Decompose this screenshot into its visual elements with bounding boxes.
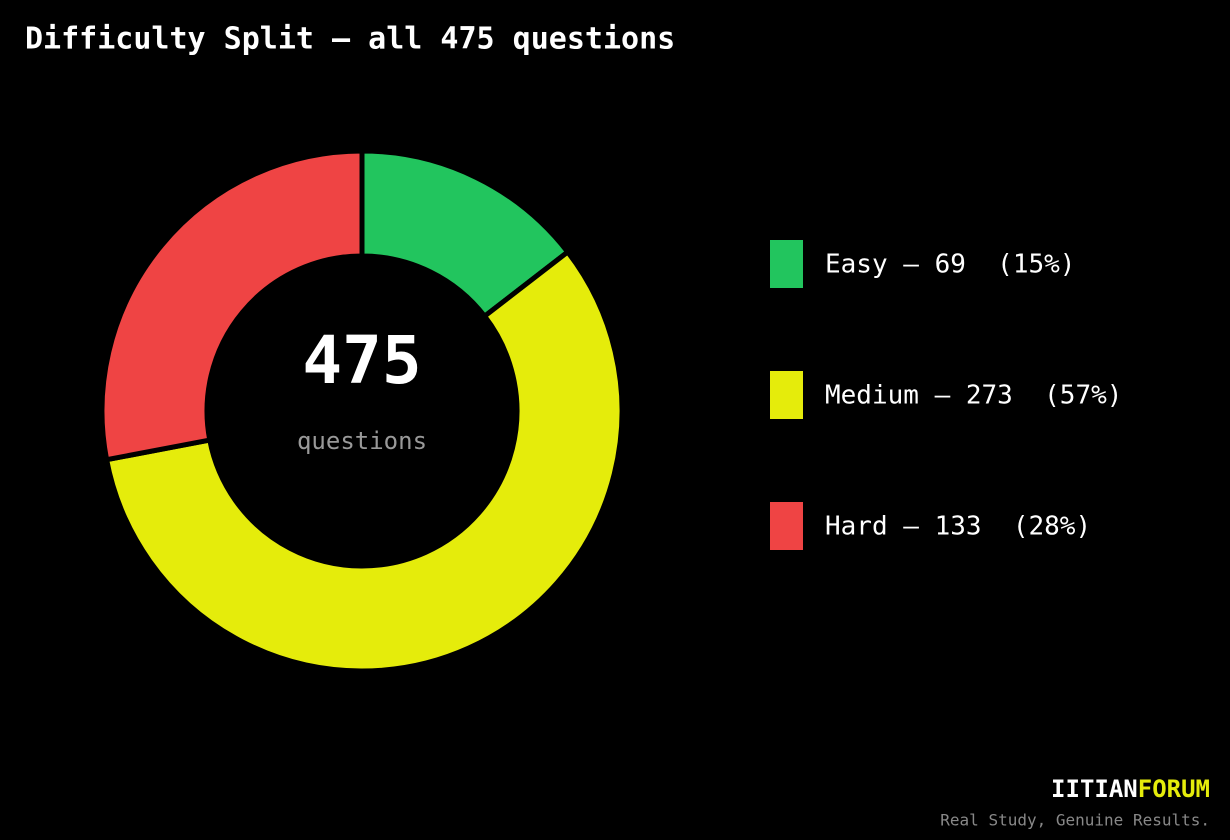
chart-title: Difficulty Split — all 475 questions: [25, 22, 675, 57]
brand-name: IITIANFORUM: [1051, 775, 1210, 803]
brand-name-first: IITIAN: [1051, 775, 1138, 803]
donut-segment: [103, 248, 625, 674]
legend-label: Hard — 133 (28%): [825, 512, 1091, 542]
donut-segment: [99, 148, 365, 463]
center-label: questions: [297, 427, 427, 455]
brand-name-second: FORUM: [1138, 775, 1210, 803]
legend: Easy — 69 (15%) Medium — 273 (57%) Hard — …: [770, 240, 1122, 550]
legend-label: Medium — 273 (57%): [825, 381, 1122, 411]
legend-swatch: [770, 371, 803, 419]
legend-swatch: [770, 240, 803, 288]
legend-label: Easy — 69 (15%): [825, 250, 1075, 280]
brand-tagline: Real Study, Genuine Results.: [940, 811, 1210, 830]
center-value: 475: [302, 322, 421, 399]
legend-swatch: [770, 502, 803, 550]
donut: [99, 148, 625, 674]
